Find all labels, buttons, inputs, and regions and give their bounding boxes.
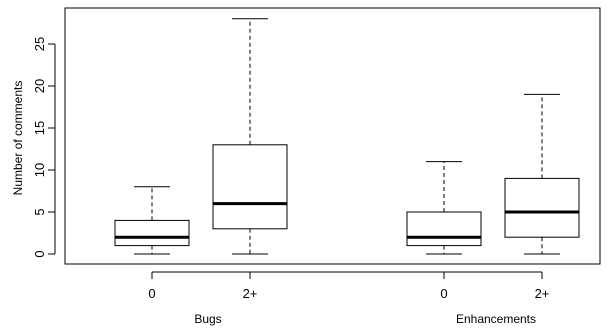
y-axis-title: Number of comments bbox=[11, 81, 25, 196]
iqr-box bbox=[504, 177, 580, 238]
y-axis: 0 5 10 15 20 25 bbox=[32, 37, 56, 258]
x-axis: 0 2+ Bugs 0 2+ Enhancements bbox=[148, 271, 550, 326]
box-series bbox=[114, 18, 580, 255]
box-enhancements-2plus bbox=[504, 93, 580, 255]
x-tick-label: 2+ bbox=[535, 286, 550, 301]
iqr-box bbox=[406, 211, 482, 247]
x-tick-label: 2+ bbox=[243, 286, 258, 301]
box-bugs-0 bbox=[114, 186, 190, 255]
x-tick-label: 0 bbox=[440, 286, 447, 301]
y-tick-label: 0 bbox=[32, 250, 47, 257]
y-tick-label: 20 bbox=[32, 79, 47, 93]
box-bugs-2plus bbox=[212, 18, 288, 255]
y-tick-label: 10 bbox=[32, 163, 47, 177]
y-tick-label: 5 bbox=[32, 208, 47, 215]
iqr-box bbox=[114, 219, 190, 247]
group-label: Bugs bbox=[194, 312, 221, 326]
iqr-box bbox=[212, 144, 288, 230]
group-label: Enhancements bbox=[456, 312, 536, 326]
box-enhancements-0 bbox=[406, 161, 482, 255]
y-tick-label: 15 bbox=[32, 121, 47, 135]
x-tick-label: 0 bbox=[148, 286, 155, 301]
plot-frame bbox=[64, 7, 601, 265]
y-tick-label: 25 bbox=[32, 37, 47, 51]
